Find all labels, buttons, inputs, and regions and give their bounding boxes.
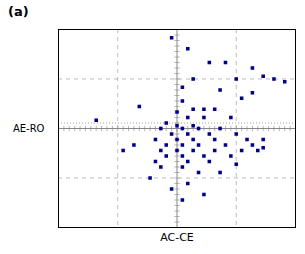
svg-text:AC-CE: AC-CE (160, 231, 194, 244)
html-text:(a): (a) (8, 4, 29, 19)
svg-text:AE-RO: AE-RO (13, 123, 45, 134)
